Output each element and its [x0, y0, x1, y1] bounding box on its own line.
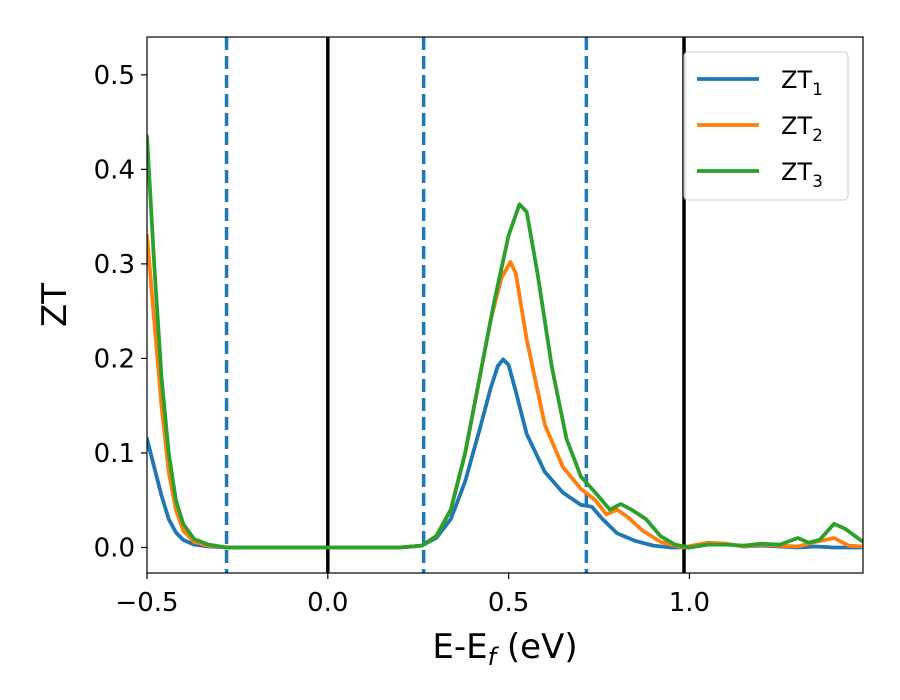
series-line-zt2	[147, 233, 863, 550]
y-axis-title: ZT	[35, 283, 75, 327]
y-tick-label: 0.0	[94, 533, 135, 563]
x-tick-label: 0.0	[307, 588, 348, 618]
y-tick-label: 0.3	[94, 250, 135, 280]
legend-label: ZT3	[781, 158, 823, 192]
y-tick-label: 0.2	[94, 344, 135, 374]
series-line-zt3	[147, 134, 863, 550]
y-tick-label: 0.5	[94, 61, 135, 91]
legend-box	[683, 51, 849, 201]
x-tick-label: 0.5	[488, 588, 529, 618]
y-tick-label: 0.1	[94, 439, 135, 469]
legend-label: ZT2	[781, 112, 823, 146]
x-tick-label: −0.5	[115, 588, 178, 618]
x-axis-title: E-Ef (eV)	[432, 627, 577, 671]
series-line-zt1	[147, 357, 863, 550]
y-tick-label: 0.4	[94, 155, 135, 185]
x-tick-label: 1.0	[669, 588, 710, 618]
legend: ZT1 ZT2 ZT3	[683, 51, 849, 201]
y-axis: 0.0 0.1 0.2 0.3 0.4 0.5	[94, 61, 147, 563]
plot-frame	[146, 36, 864, 574]
x-axis: −0.5 0.0 0.5 1.0	[115, 573, 710, 618]
series-lines	[147, 134, 863, 550]
legend-label: ZT1	[781, 66, 823, 100]
